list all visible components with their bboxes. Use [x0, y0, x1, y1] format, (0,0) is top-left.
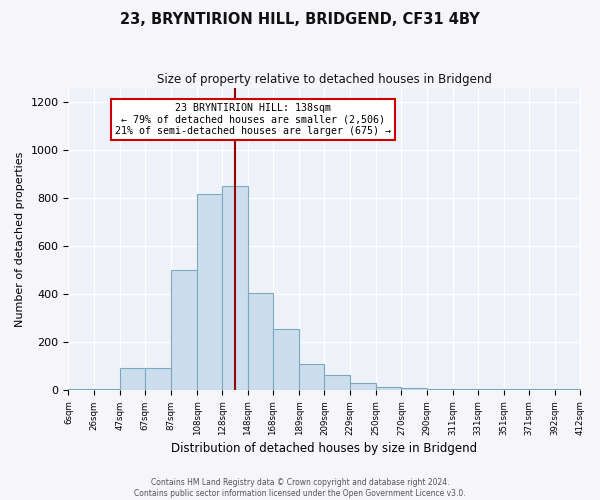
Y-axis label: Number of detached properties: Number of detached properties	[15, 152, 25, 327]
Bar	[325, 375, 350, 390]
Title: Size of property relative to detached houses in Bridgend: Size of property relative to detached ho…	[157, 72, 492, 86]
Bar	[120, 368, 145, 390]
Bar	[350, 384, 376, 390]
Bar	[273, 330, 299, 390]
Bar	[222, 186, 248, 390]
Bar	[170, 270, 197, 390]
Bar	[197, 194, 222, 390]
Text: Contains HM Land Registry data © Crown copyright and database right 2024.
Contai: Contains HM Land Registry data © Crown c…	[134, 478, 466, 498]
X-axis label: Distribution of detached houses by size in Bridgend: Distribution of detached houses by size …	[172, 442, 478, 455]
Bar	[401, 388, 427, 390]
Bar	[299, 364, 325, 390]
Text: 23, BRYNTIRION HILL, BRIDGEND, CF31 4BY: 23, BRYNTIRION HILL, BRIDGEND, CF31 4BY	[120, 12, 480, 28]
Text: 23 BRYNTIRION HILL: 138sqm
← 79% of detached houses are smaller (2,506)
21% of s: 23 BRYNTIRION HILL: 138sqm ← 79% of deta…	[115, 103, 391, 136]
Bar	[376, 387, 401, 390]
Bar	[145, 368, 170, 390]
Bar	[248, 294, 273, 390]
